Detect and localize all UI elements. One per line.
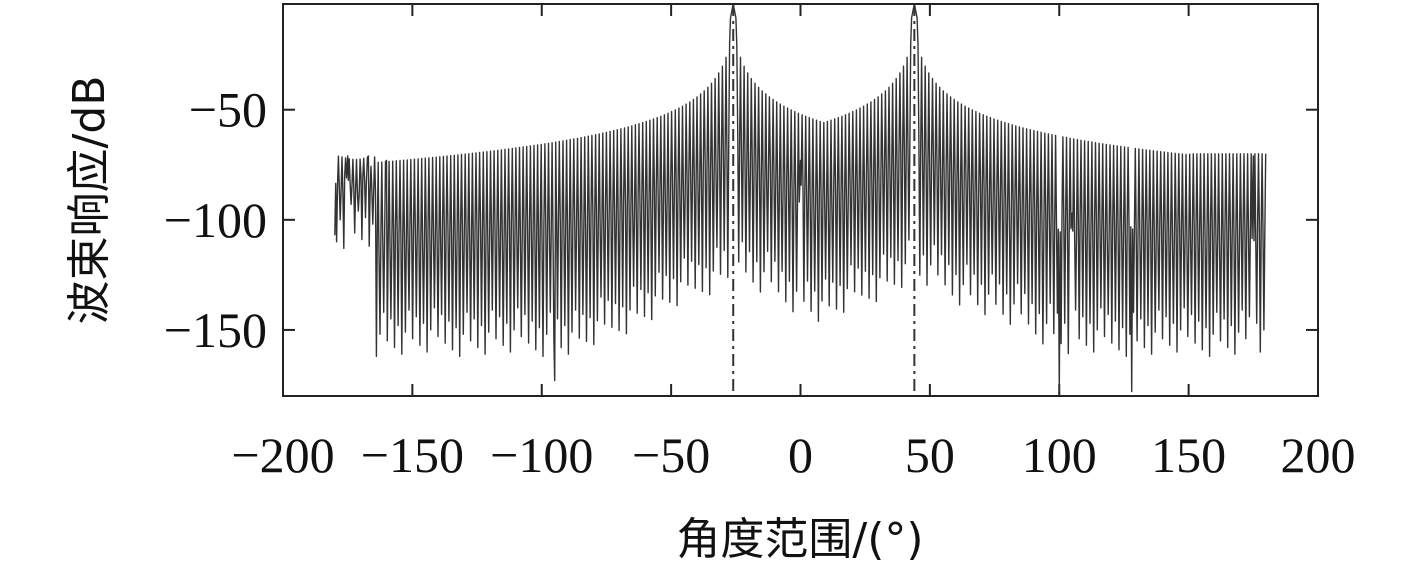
beam-response-series (334, 3, 1267, 393)
x-axis-title: 角度范围/(°) (676, 514, 923, 565)
x-tick-label: 0 (788, 427, 813, 483)
x-tick-label: −50 (632, 427, 710, 483)
x-tick-label: 50 (905, 427, 955, 483)
x-tick-label: −200 (231, 427, 334, 483)
plot-frame (282, 3, 1319, 397)
x-axis-ticks: −200 −150 −100 −50 0 50 100 150 200 (231, 4, 1356, 483)
y-axis-title: 波束响应/dB (64, 76, 115, 325)
marker-lines (732, 4, 916, 396)
y-tick-label: −100 (164, 192, 267, 248)
x-tick-label: 200 (1281, 427, 1356, 483)
y-tick-label: −50 (189, 82, 267, 138)
series-layer (334, 3, 1267, 393)
x-tick-label: −100 (490, 427, 593, 483)
x-tick-label: 100 (1022, 427, 1097, 483)
x-tick-label: −150 (361, 427, 464, 483)
y-axis-ticks: −50 −100 −150 (164, 82, 1318, 358)
y-tick-label: −150 (164, 302, 267, 358)
x-tick-label: 150 (1151, 427, 1226, 483)
